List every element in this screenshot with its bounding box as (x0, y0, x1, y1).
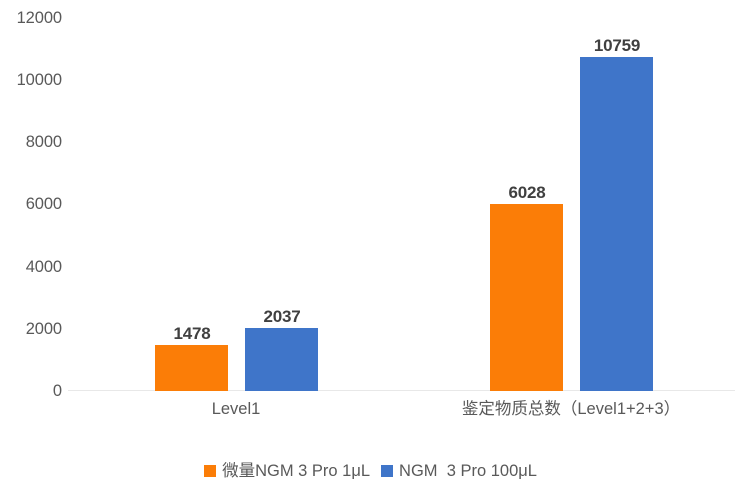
x-axis-line (68, 390, 735, 392)
y-tick-label-8000: 8000 (25, 132, 62, 151)
bar-group0-series-a[interactable] (155, 345, 228, 391)
plot-area (68, 18, 735, 391)
bar-group1-series-a[interactable] (490, 203, 563, 391)
legend-label-series-b: NGM 3 Pro 100μL (399, 462, 537, 480)
legend-label-series-a: 微量NGM 3 Pro 1μL (222, 462, 371, 480)
y-tick-label-6000: 6000 (25, 194, 62, 213)
x-category-label-1: 鉴定物质总数（Level1+2+3） (461, 400, 681, 418)
y-tick-label-0: 0 (52, 381, 62, 400)
y-tick-label-10000: 10000 (16, 70, 62, 89)
data-label-group1-series-a: 6028 (508, 182, 546, 202)
bar-group0-series-b[interactable] (245, 327, 318, 391)
legend: 微量NGM 3 Pro 1μL NGM 3 Pro 100μL (0, 463, 741, 480)
data-label-group0-series-a: 1478 (173, 324, 211, 344)
data-label-group1-series-b: 10759 (593, 35, 641, 55)
bar-group1-series-b[interactable] (580, 56, 653, 391)
y-axis: 12000 10000 8000 6000 4000 2000 0 (0, 0, 62, 498)
y-tick-label-2000: 2000 (25, 319, 62, 338)
data-label-group0-series-b: 2037 (263, 306, 301, 326)
legend-swatch-icon-series-b (381, 465, 394, 478)
x-category-label-0: Level1 (211, 400, 261, 418)
y-tick-label-12000: 12000 (16, 8, 62, 27)
legend-swatch-icon-series-a (204, 465, 217, 478)
legend-entry-series-a[interactable]: 微量NGM 3 Pro 1μL (204, 463, 370, 480)
legend-entry-series-b[interactable]: NGM 3 Pro 100μL (381, 463, 537, 480)
y-tick-label-4000: 4000 (25, 257, 62, 276)
